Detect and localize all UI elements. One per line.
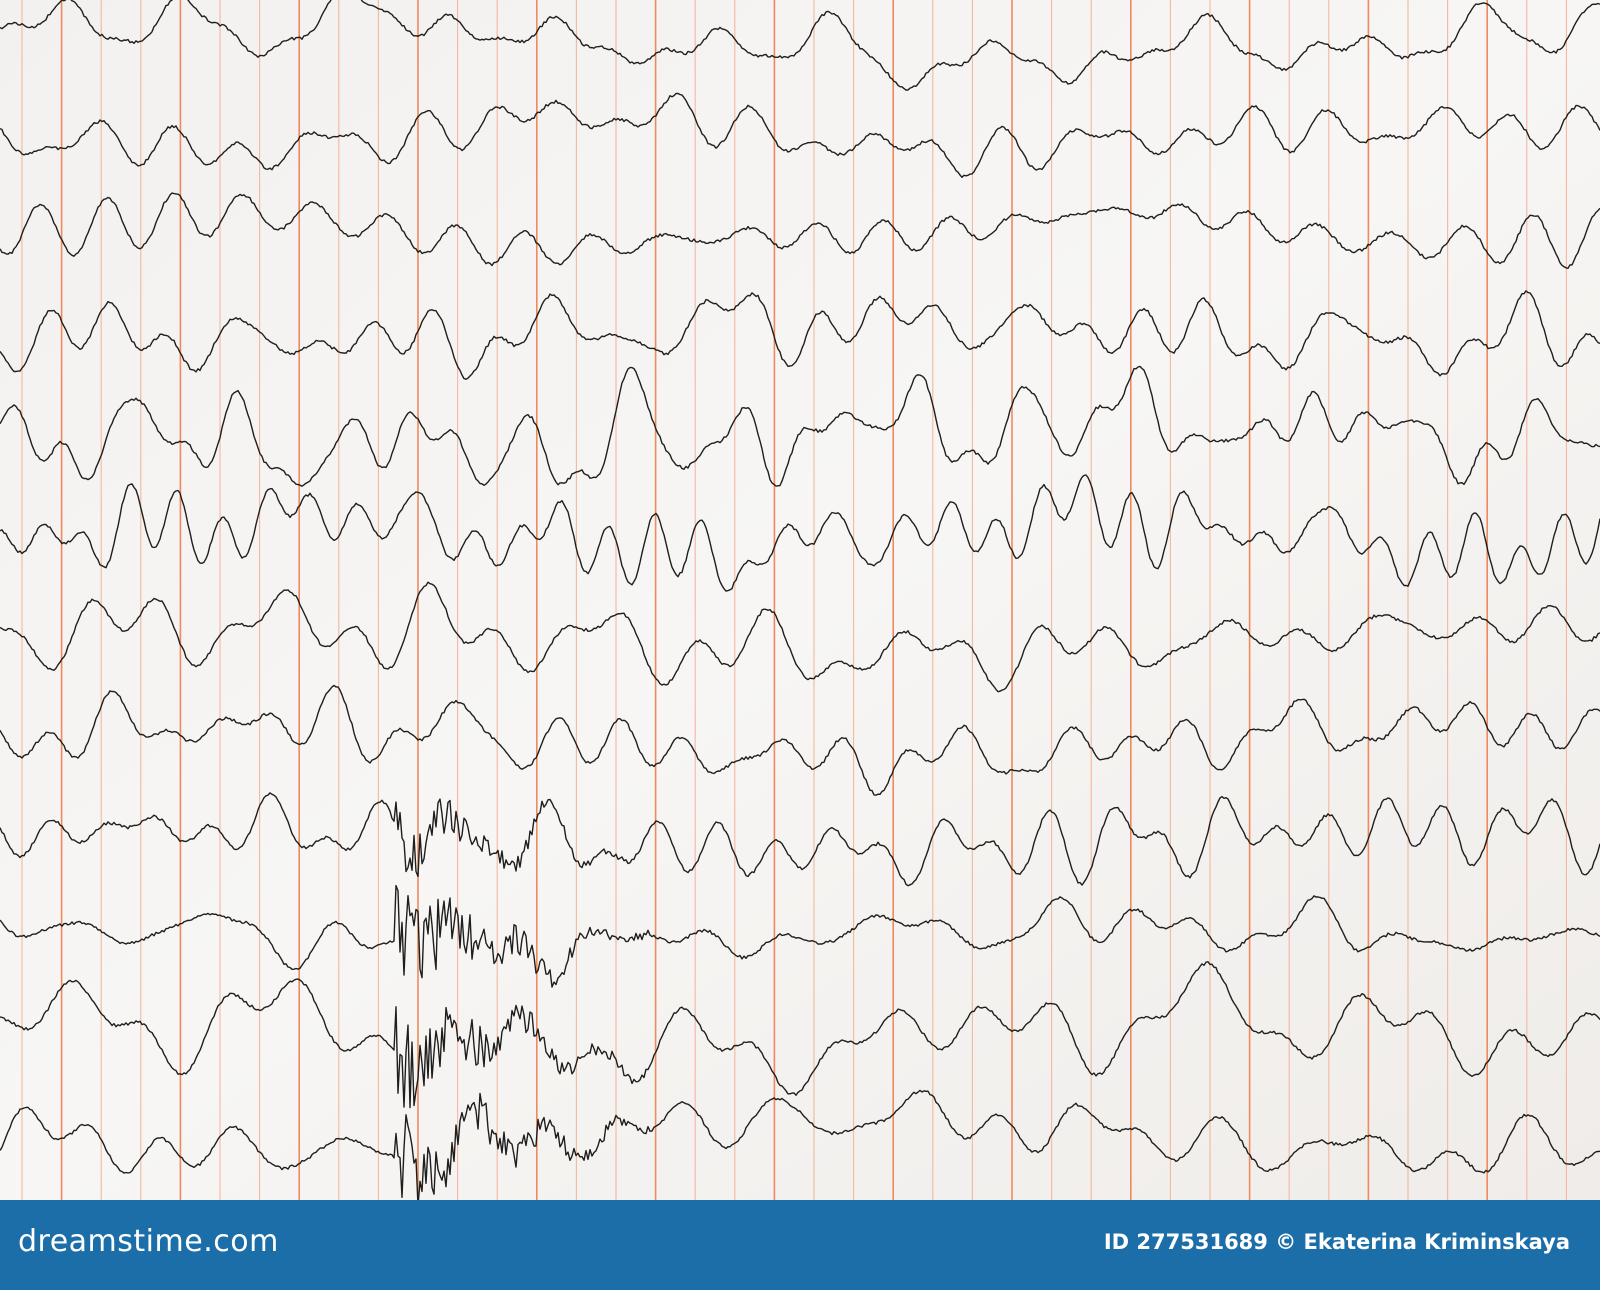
eeg-photo [0, 0, 1600, 1200]
eeg-trace [0, 792, 1600, 887]
credit: ID 277531689 © Ekaterina Kriminskaya [1103, 1230, 1570, 1254]
logo: dreamstime.com [18, 1224, 279, 1259]
eeg-trace [0, 290, 1600, 380]
eeg-trace [0, 0, 1600, 91]
eeg-trace [0, 192, 1600, 269]
paper-grid [21, 0, 1567, 1200]
eeg-trace [0, 884, 1600, 988]
eeg-trace [0, 961, 1600, 1109]
paper [0, 0, 1600, 1200]
eeg-trace [0, 92, 1600, 178]
eeg-trace [0, 581, 1600, 693]
eeg-trace [0, 474, 1600, 592]
eeg-trace [0, 1089, 1600, 1200]
eeg-traces [0, 0, 1600, 1200]
eeg-trace [0, 365, 1600, 487]
footer-bar: dreamstime.com ID 277531689 © Ekaterina … [0, 1200, 1600, 1290]
eeg-trace [0, 684, 1600, 796]
